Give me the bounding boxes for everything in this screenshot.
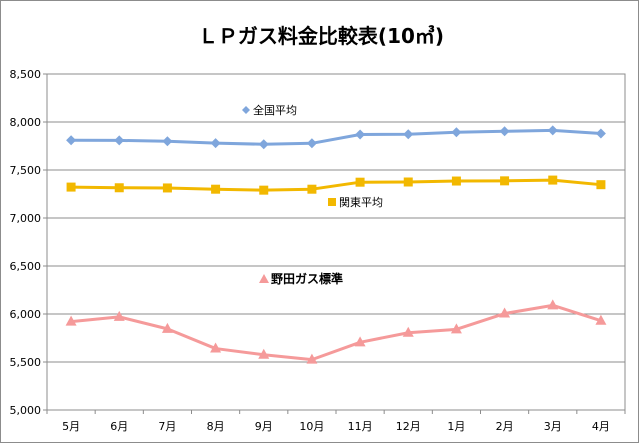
y-axis-ticks: 5,000 5,500 6,000 6,500 7,000 7,500 8,000 8,500 xyxy=(10,68,47,417)
x-tick-label: 10月 xyxy=(299,420,324,433)
data-point xyxy=(259,185,269,195)
data-point xyxy=(450,323,462,334)
x-tick-label: 11月 xyxy=(348,420,373,433)
data-point xyxy=(547,299,559,310)
series-line xyxy=(71,128,602,146)
data-point xyxy=(161,322,173,333)
chart-title: ＬＰガス料金比較表(10㎥) xyxy=(198,24,444,48)
data-point xyxy=(66,135,77,146)
y-tick-label: 8,000 xyxy=(10,116,42,129)
data-point xyxy=(402,326,414,337)
data-point xyxy=(306,138,317,149)
x-tick-label: 2月 xyxy=(496,420,514,433)
data-point xyxy=(114,183,124,193)
data-point xyxy=(596,180,606,190)
data-point xyxy=(258,348,270,359)
data-point xyxy=(500,176,510,186)
y-tick-label: 5,500 xyxy=(10,356,42,369)
x-tick-label: 9月 xyxy=(255,420,273,433)
data-point xyxy=(66,182,76,192)
data-point xyxy=(548,175,558,185)
y-tick-label: 6,000 xyxy=(10,308,42,321)
series-lines xyxy=(65,125,607,364)
data-point xyxy=(499,126,510,137)
series-name: 関東平均 xyxy=(339,196,383,209)
data-point xyxy=(499,307,511,318)
series-label-2: 関東平均 xyxy=(328,196,383,209)
series-name: 野田ガス標準 xyxy=(271,271,343,286)
x-tick-label: 1月 xyxy=(447,420,465,433)
data-point xyxy=(355,129,366,140)
y-tick-label: 5,000 xyxy=(10,404,42,417)
data-point xyxy=(354,336,366,347)
legend-marker xyxy=(242,106,250,114)
data-point xyxy=(210,138,221,149)
data-point xyxy=(113,310,125,321)
x-axis-ticks: 5月 6月 7月 8月 9月 10月 11月 12月 1月 2月 3月 4月 xyxy=(46,410,626,433)
x-tick-label: 3月 xyxy=(544,420,562,433)
series-line xyxy=(71,178,602,192)
data-point xyxy=(403,129,414,140)
data-point xyxy=(547,125,558,136)
grid-lines xyxy=(47,73,625,411)
data-point xyxy=(307,184,317,194)
x-tick-label: 8月 xyxy=(207,420,225,433)
series-1 xyxy=(66,125,606,150)
data-point xyxy=(162,183,172,193)
y-tick-label: 7,500 xyxy=(10,164,42,177)
x-tick-label: 7月 xyxy=(158,420,176,433)
series-3 xyxy=(65,299,607,364)
data-point xyxy=(595,314,607,325)
series-name: 全国平均 xyxy=(253,103,297,117)
series-2 xyxy=(66,175,606,195)
data-point xyxy=(595,128,606,139)
data-point xyxy=(65,315,77,326)
data-point xyxy=(258,139,269,150)
x-tick-label: 4月 xyxy=(592,420,610,433)
data-point xyxy=(355,177,365,187)
data-point xyxy=(211,184,221,194)
legend-marker xyxy=(259,274,269,283)
data-point xyxy=(114,135,125,146)
data-point xyxy=(451,176,461,186)
series-label-3: 野田ガス標準 xyxy=(259,271,343,286)
series-label-1: 全国平均 xyxy=(242,103,297,117)
data-point xyxy=(162,136,173,147)
x-tick-label: 6月 xyxy=(110,420,128,433)
data-point xyxy=(451,127,462,138)
y-tick-label: 8,500 xyxy=(10,68,42,81)
y-tick-label: 7,000 xyxy=(10,212,42,225)
series-line xyxy=(70,303,602,362)
data-point xyxy=(306,353,318,364)
plot-area xyxy=(46,73,626,411)
x-tick-label: 5月 xyxy=(62,420,80,433)
x-tick-label: 12月 xyxy=(396,420,421,433)
data-point xyxy=(403,177,413,187)
y-tick-label: 6,500 xyxy=(10,260,42,273)
legend-marker xyxy=(328,198,336,206)
data-point xyxy=(210,342,222,353)
